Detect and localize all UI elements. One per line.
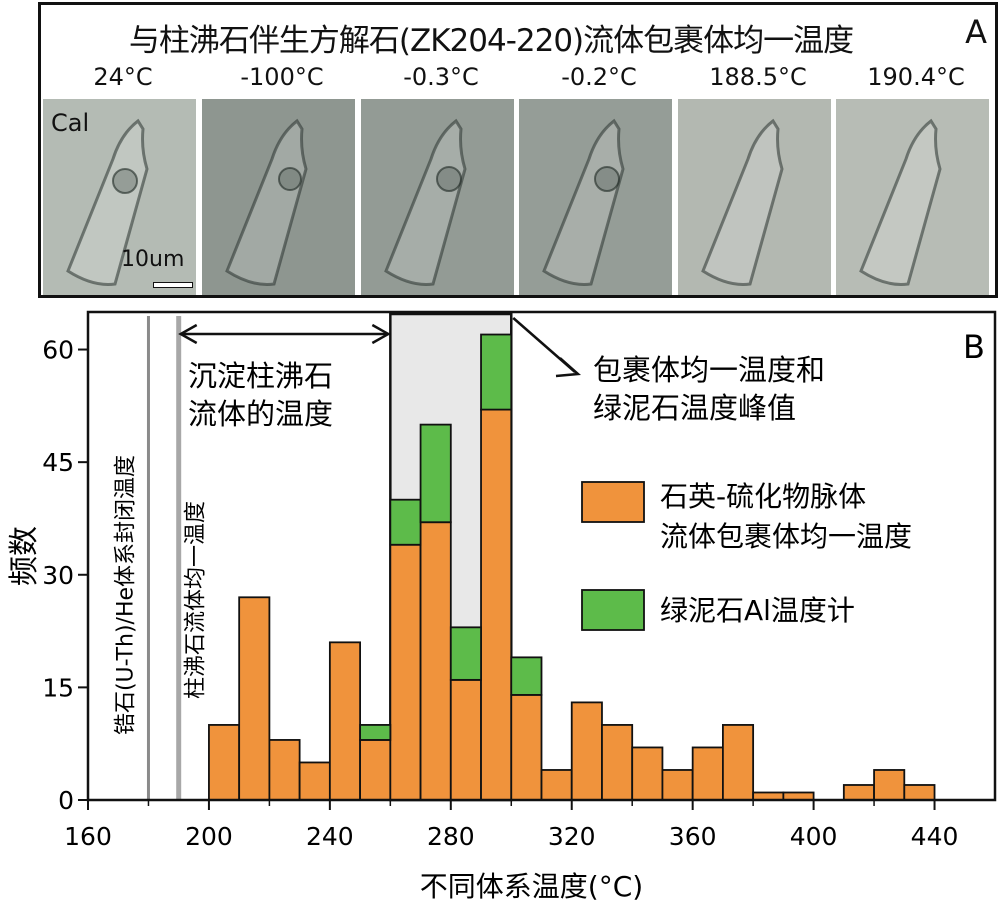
temperature-label: -100°C [240, 63, 324, 91]
bar-quartz-sulfide [903, 784, 936, 801]
x-tick-label: 280 [427, 822, 475, 851]
inclusion-photo [202, 99, 355, 295]
x-axis-title: 不同体系温度(°C) [420, 870, 643, 903]
inclusion-outline [384, 118, 467, 286]
bar-quartz-sulfide [419, 521, 452, 801]
inclusion-photo [519, 99, 672, 295]
bar-quartz-sulfide [268, 739, 301, 801]
panel-a-title: 与柱沸石伴生方解石(ZK204-220)流体包裹体均一温度 [128, 23, 854, 59]
zeolite-line-label: 柱沸石流体均一温度 [184, 501, 209, 699]
peak-pointer-head [555, 357, 581, 378]
temperature-labels: 24°C -100°C -0.3°C -0.2°C 188.5°C 190.4°C [44, 5, 998, 105]
vapor-bubble [436, 166, 462, 192]
bar-quartz-sulfide [691, 746, 724, 801]
bar-chlorite [449, 626, 482, 681]
bar-quartz-sulfide [389, 543, 422, 801]
x-tick-label: 320 [548, 822, 596, 851]
peak-label-line1: 包裹体均一温度和 [593, 353, 825, 387]
inclusion-outline [66, 118, 149, 286]
bar-chlorite [510, 656, 543, 696]
mineral-label: Cal [51, 109, 90, 137]
zircon-line-label: 锆石(U-Th)/He体系封闭温度 [113, 455, 138, 735]
temperature-label: -0.3°C [403, 63, 479, 91]
bar-quartz-sulfide [328, 641, 362, 801]
legend-swatch-quartz [581, 481, 645, 523]
inclusion-outline [859, 118, 942, 286]
y-tick-label: 15 [42, 673, 74, 702]
bar-quartz-sulfide [631, 746, 664, 801]
legend-label-chlorite: 绿泥石Al温度计 [660, 594, 855, 627]
temperature-label: 190.4°C [867, 63, 965, 91]
temperature-label: 24°C [93, 63, 153, 91]
bar-quartz-sulfide [480, 408, 513, 801]
bar-chlorite [480, 333, 513, 411]
histogram-chart: 160 200 240 280 320 360 400 440 0 15 30 45 60 不同体系温度(… [7, 310, 997, 903]
arrow-head-left [178, 323, 198, 345]
inclusion-photo [678, 99, 831, 295]
bar-chlorite [389, 498, 422, 546]
inclusion-outline [701, 118, 784, 286]
temperature-label: 188.5°C [709, 63, 807, 91]
bar-chlorite [359, 724, 392, 741]
arrow-label-line2: 流体的温度 [188, 397, 333, 431]
x-tick-label: 160 [64, 822, 112, 851]
bar-quartz-sulfide [570, 701, 603, 801]
bar-quartz-sulfide [208, 724, 241, 801]
x-tick-label: 440 [911, 822, 959, 851]
arrow-label-line1: 沉淀柱沸石 [188, 359, 333, 393]
bar-quartz-sulfide [359, 739, 392, 801]
legend-swatch-chlorite [581, 589, 645, 631]
inclusion-outline [542, 118, 625, 286]
x-tick-label: 360 [669, 822, 717, 851]
inclusion-photo: Cal 10um [43, 99, 196, 295]
y-tick-label: 60 [42, 336, 74, 365]
bar-chlorite [419, 423, 452, 524]
y-tick-label: 0 [58, 786, 74, 815]
plot-frame [86, 310, 997, 802]
panel-a: 与柱沸石伴生方解石(ZK204-220)流体包裹体均一温度 A 24°C -100… [38, 2, 998, 298]
y-tick-label: 45 [42, 448, 74, 477]
peak-label-line2: 绿泥石温度峰值 [593, 391, 796, 425]
vapor-bubble [112, 168, 138, 194]
scale-label: 10um [121, 247, 185, 272]
inclusion-photo [836, 99, 989, 295]
bar-quartz-sulfide [540, 769, 573, 801]
vapor-bubble [278, 167, 302, 191]
panel-b-label: B [963, 328, 985, 366]
vapor-bubble [594, 166, 620, 192]
temperature-label: -0.2°C [561, 63, 637, 91]
bar-quartz-sulfide [510, 693, 543, 801]
bar-quartz-sulfide [238, 596, 271, 801]
bar-quartz-sulfide [601, 724, 634, 801]
inclusion-outline [225, 118, 308, 286]
bar-quartz-sulfide [449, 678, 482, 801]
x-tick-label: 200 [185, 822, 233, 851]
inclusion-photo [361, 99, 514, 295]
y-axis-title: 频数 [7, 526, 42, 586]
bar-quartz-sulfide [298, 761, 331, 801]
legend-label-quartz-line1: 石英-硫化物脉体 [660, 480, 866, 513]
bar-quartz-sulfide [842, 784, 875, 801]
y-tick-label: 30 [42, 561, 74, 590]
panel-a-label: A [965, 13, 987, 51]
x-tick-label: 400 [790, 822, 838, 851]
bar-quartz-sulfide [661, 769, 694, 801]
legend-label-quartz-line2: 流体包裹体均一温度 [660, 520, 912, 553]
bar-quartz-sulfide [722, 724, 755, 801]
scale-bar [153, 282, 193, 288]
bar-quartz-sulfide [873, 769, 906, 801]
arrow-head-right [371, 323, 391, 345]
x-tick-label: 240 [306, 822, 354, 851]
